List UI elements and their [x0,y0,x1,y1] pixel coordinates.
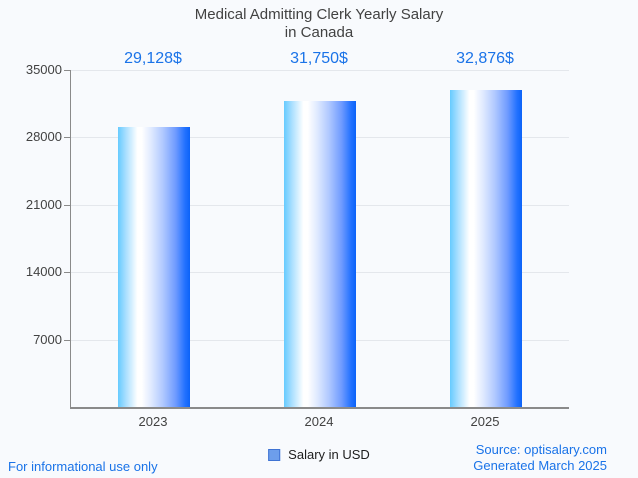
chart-title-line1: Medical Admitting Clerk Yearly Salary [194,6,444,23]
chart-title-line2: in Canada [284,24,354,41]
y-axis-label: 28000 [25,129,62,145]
source-link[interactable]: Source: optisalary.com [475,442,607,457]
y-axis-tick [64,70,70,71]
legend: Salary in USD [268,447,370,462]
gridline [71,70,569,71]
bar-2023 [118,126,190,407]
x-axis-label: 2025 [470,414,500,429]
bar-2025 [450,90,522,407]
source-block: Source: optisalary.com Generated March 2… [473,442,607,474]
bar-value-label: 32,876$ [456,50,514,67]
y-axis-tick [64,137,70,139]
chart-title: Medical Admitting Clerk Yearly Salary in… [0,6,638,42]
x-axis-label: 2023 [138,414,168,429]
y-axis-tick [64,272,70,274]
bar-value-label: 29,128$ [124,50,182,67]
x-axis-label: 2024 [304,414,334,429]
legend-label: Salary in USD [288,447,370,462]
y-axis-tick [64,339,70,341]
y-axis-label: 35000 [25,62,62,77]
legend-swatch-icon [268,448,281,461]
disclaimer-text: For informational use only [8,459,158,474]
bar-2024 [284,101,356,407]
y-axis-label: 7000 [33,331,62,347]
y-axis-label: 14000 [25,264,62,280]
y-axis-tick [64,204,70,206]
y-axis-label: 21000 [25,196,62,212]
bar-value-label: 31,750$ [290,50,348,67]
plot-area [64,70,569,409]
generated-date: Generated March 2025 [473,458,607,473]
